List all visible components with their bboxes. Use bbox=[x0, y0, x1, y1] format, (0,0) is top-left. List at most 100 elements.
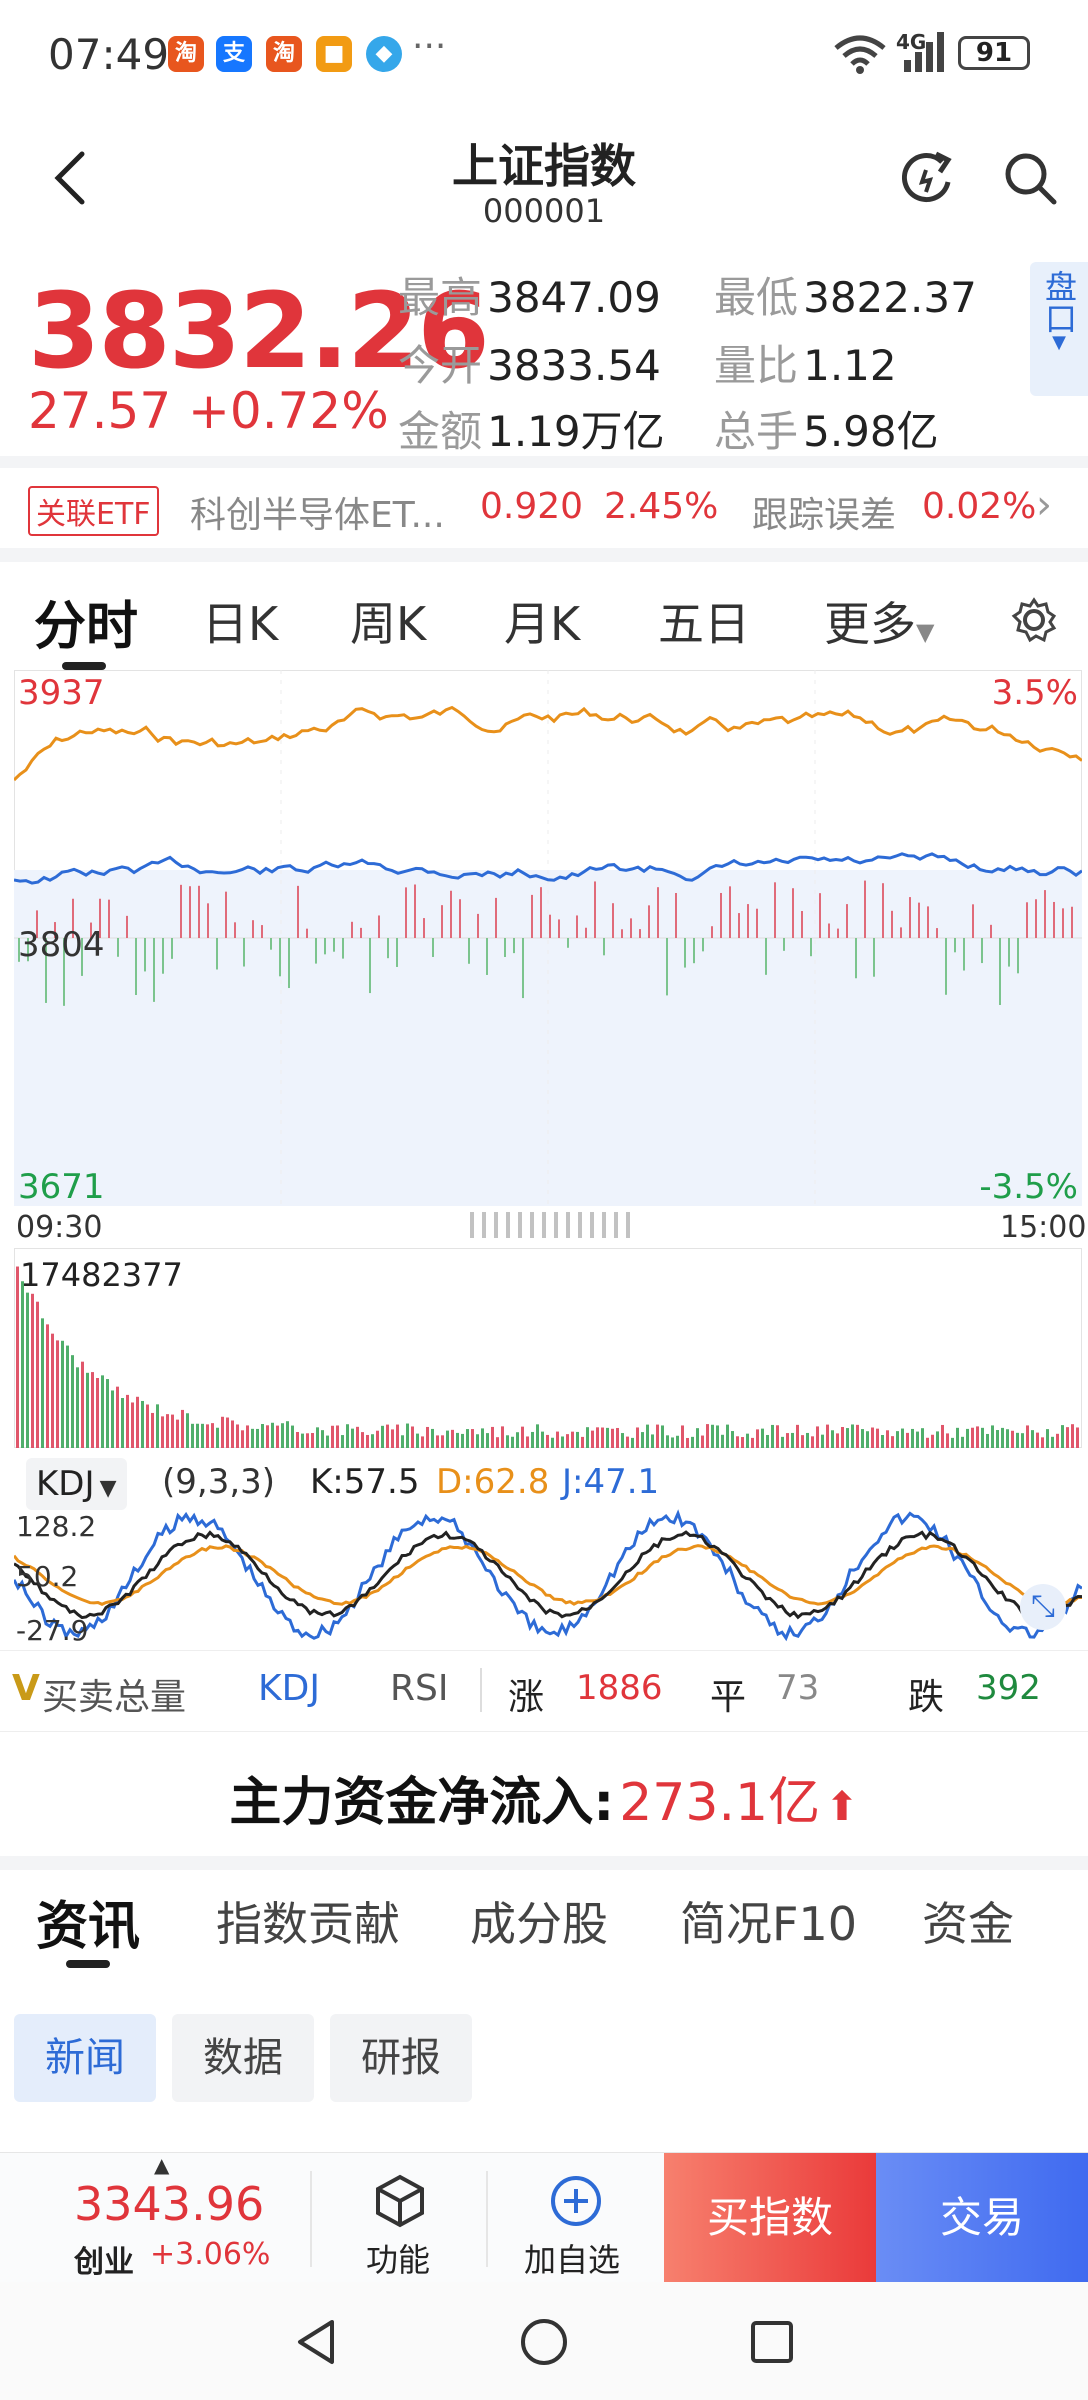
tracking-label: 跟踪误差 bbox=[752, 495, 897, 536]
expand-icon[interactable]: ⤡ bbox=[1020, 1584, 1066, 1630]
volume-bar bbox=[851, 1424, 854, 1448]
refresh-icon[interactable] bbox=[896, 148, 956, 208]
volume-bar bbox=[136, 1396, 139, 1448]
volume-bar bbox=[346, 1424, 349, 1448]
volume-bar bbox=[876, 1428, 879, 1448]
intraday-bar bbox=[36, 910, 38, 938]
volume-bar bbox=[211, 1423, 214, 1448]
volume-bar bbox=[466, 1429, 469, 1448]
volume-bar bbox=[106, 1379, 109, 1448]
tab-constituents[interactable]: 成分股 bbox=[470, 1897, 608, 1951]
intraday-bar bbox=[441, 905, 443, 938]
volume-bar bbox=[46, 1324, 49, 1448]
indicator-tab-volume[interactable]: 买卖总量 bbox=[42, 1677, 187, 1718]
kdj-chart[interactable]: 128.2 50.2 -27.9 bbox=[14, 1500, 1082, 1650]
intraday-bar bbox=[81, 938, 83, 976]
volume-bar bbox=[181, 1409, 184, 1448]
volume-bar bbox=[251, 1428, 254, 1448]
chevron-left-icon[interactable] bbox=[52, 150, 88, 206]
volume-bar bbox=[831, 1430, 834, 1448]
volume-chart[interactable]: 17482377 bbox=[14, 1248, 1082, 1448]
volume-bar bbox=[731, 1431, 734, 1448]
recents-square-icon[interactable] bbox=[748, 2318, 796, 2366]
chip-news[interactable]: 新闻 bbox=[14, 2014, 156, 2102]
intraday-bar bbox=[612, 903, 614, 938]
main-capital-flow[interactable]: 主力资金净流入: 273.1亿 ⬆ bbox=[0, 1760, 1088, 1835]
intraday-bar bbox=[1044, 890, 1046, 938]
tab-daily-k[interactable]: 日K bbox=[202, 597, 279, 651]
add-circle-icon[interactable] bbox=[548, 2173, 604, 2229]
volume-bar bbox=[281, 1423, 284, 1448]
volume-bar bbox=[341, 1435, 344, 1448]
bottom-action-bar: ▲ 3343.96 创业 +3.06% 功能 加自选 买指数 交易 bbox=[0, 2152, 1088, 2283]
field-label: 金额 bbox=[398, 407, 483, 456]
volume-bar bbox=[296, 1432, 299, 1448]
drag-handle[interactable] bbox=[470, 1212, 630, 1238]
volume-bar bbox=[886, 1430, 889, 1448]
gear-icon[interactable] bbox=[1010, 596, 1058, 644]
volume-bar bbox=[941, 1424, 944, 1448]
intraday-volume-bars bbox=[18, 880, 1073, 1006]
tab-weekly-k[interactable]: 周K bbox=[350, 597, 427, 651]
indicator-name: KDJ bbox=[36, 1464, 95, 1504]
ticker-price[interactable]: 3343.96 bbox=[74, 2177, 265, 2231]
indicator-tab-rsi[interactable]: RSI bbox=[390, 1668, 449, 1709]
tab-funds[interactable]: 资金 bbox=[922, 1897, 1014, 1951]
kdj-j-line bbox=[14, 1509, 1082, 1642]
tab-monthly-k[interactable]: 月K bbox=[504, 597, 581, 651]
volume-bar bbox=[651, 1434, 654, 1448]
related-etf-row[interactable]: 关联ETF 科创半导体ET... 0.920 2.45% 跟踪误差 0.02% … bbox=[0, 468, 1088, 548]
pankou-button[interactable]: 盘口 ▼ bbox=[1030, 262, 1088, 396]
intraday-bar bbox=[351, 921, 353, 938]
buy-index-button[interactable]: 买指数 bbox=[664, 2153, 876, 2283]
intraday-bar bbox=[171, 938, 173, 959]
intraday-chart[interactable]: 3937 3804 3671 3.5% -3.5% bbox=[14, 670, 1082, 1206]
intraday-bar bbox=[1008, 938, 1010, 967]
intraday-bar bbox=[594, 881, 596, 938]
etf-pct: 2.45% bbox=[604, 486, 719, 527]
add-watchlist-label[interactable]: 加自选 bbox=[524, 2241, 621, 2279]
indicator-selector[interactable]: KDJ ▼ bbox=[26, 1458, 127, 1510]
intraday-bar bbox=[405, 887, 407, 938]
volume-bar bbox=[156, 1404, 159, 1448]
volume-bar bbox=[891, 1436, 894, 1448]
intraday-bar bbox=[900, 927, 902, 938]
volume-bar bbox=[531, 1431, 534, 1448]
chip-research[interactable]: 研报 bbox=[330, 2014, 472, 2102]
tab-five-day[interactable]: 五日 bbox=[658, 597, 750, 651]
volume-bar bbox=[431, 1428, 434, 1448]
home-circle-icon[interactable] bbox=[518, 2316, 570, 2368]
intraday-bar bbox=[72, 898, 74, 938]
intraday-bar bbox=[459, 899, 461, 938]
search-icon[interactable] bbox=[1002, 150, 1058, 206]
volume-bar bbox=[471, 1429, 474, 1448]
tab-profile-f10[interactable]: 简况F10 bbox=[680, 1897, 857, 1951]
volume-bar bbox=[641, 1432, 644, 1448]
taobao-icon: 淘 bbox=[168, 36, 204, 72]
caret-down-icon: ▼ bbox=[99, 1476, 117, 1501]
active-tab-indicator bbox=[62, 662, 106, 670]
intraday-bar bbox=[189, 886, 191, 938]
series-line-orange bbox=[14, 705, 1082, 782]
cube-icon[interactable] bbox=[372, 2173, 428, 2229]
tab-more[interactable]: 更多▼ bbox=[824, 588, 934, 654]
intraday-bar bbox=[63, 938, 65, 1006]
intraday-bar bbox=[153, 938, 155, 1002]
function-label[interactable]: 功能 bbox=[366, 2241, 431, 2279]
indicator-tab-kdj[interactable]: KDJ bbox=[258, 1668, 320, 1709]
tab-intraday[interactable]: 分时 bbox=[34, 597, 139, 657]
intraday-bar bbox=[765, 938, 767, 975]
up-label: 涨 bbox=[508, 1677, 545, 1718]
trade-button[interactable]: 交易 bbox=[876, 2153, 1088, 2283]
intraday-bar bbox=[783, 938, 785, 951]
volume-bar bbox=[111, 1390, 114, 1448]
volume-bar bbox=[351, 1428, 354, 1448]
volume-bar bbox=[646, 1424, 649, 1448]
tab-index-contribution[interactable]: 指数贡献 bbox=[216, 1897, 400, 1951]
volume-bar bbox=[706, 1424, 709, 1448]
kdj-k-value: K:57.5 bbox=[310, 1462, 420, 1502]
tab-news[interactable]: 资讯 bbox=[36, 1897, 141, 1957]
chip-data[interactable]: 数据 bbox=[172, 2014, 314, 2102]
back-triangle-icon[interactable] bbox=[292, 2316, 340, 2368]
volume-bar bbox=[361, 1432, 364, 1448]
